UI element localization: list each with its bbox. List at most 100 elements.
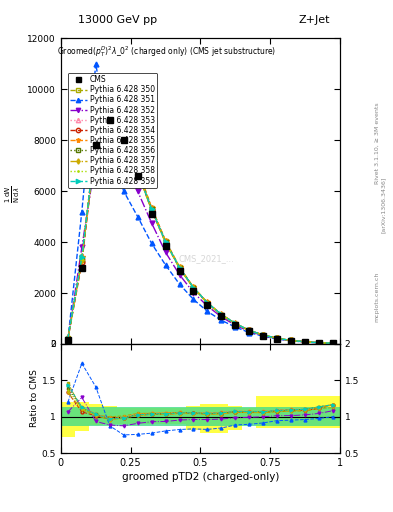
Pythia 6.428 351 (275, 336, 279, 342)
Pythia 6.428 351 (135, 214, 140, 220)
Y-axis label: Ratio to CMS: Ratio to CMS (30, 370, 39, 428)
Pythia 6.428 357 (247, 328, 252, 334)
CMS (163, 243, 168, 249)
Pythia 6.428 353 (107, 122, 112, 128)
Text: [arXiv:1306.3436]: [arXiv:1306.3436] (381, 177, 386, 233)
Pythia 6.428 351 (191, 296, 196, 303)
Pythia 6.428 355 (121, 138, 126, 144)
Pythia 6.428 352 (79, 244, 84, 250)
Pythia 6.428 351 (121, 188, 126, 194)
Pythia 6.428 351 (233, 324, 238, 330)
Pythia 6.428 352 (331, 340, 335, 347)
Pythia 6.428 352 (149, 220, 154, 226)
Pythia 6.428 355 (331, 340, 335, 346)
Pythia 6.428 355 (233, 321, 238, 327)
Line: CMS: CMS (65, 117, 336, 346)
CMS (261, 332, 266, 338)
Pythia 6.428 356 (149, 206, 154, 212)
Line: Pythia 6.428 352: Pythia 6.428 352 (66, 143, 335, 346)
Pythia 6.428 352 (66, 337, 70, 343)
Pythia 6.428 353 (135, 166, 140, 173)
Pythia 6.428 356 (191, 285, 196, 291)
Pythia 6.428 358 (275, 335, 279, 342)
Pythia 6.428 357 (205, 300, 210, 306)
Pythia 6.428 352 (177, 272, 182, 278)
Pythia 6.428 355 (177, 264, 182, 270)
Pythia 6.428 359 (317, 339, 321, 346)
Pythia 6.428 358 (247, 327, 252, 333)
Pythia 6.428 355 (205, 300, 210, 306)
Pythia 6.428 357 (121, 142, 126, 148)
Pythia 6.428 356 (135, 168, 140, 174)
Pythia 6.428 356 (331, 340, 335, 346)
Line: Pythia 6.428 351: Pythia 6.428 351 (66, 61, 335, 346)
Pythia 6.428 358 (79, 256, 84, 262)
Pythia 6.428 356 (163, 239, 168, 245)
Pythia 6.428 356 (275, 335, 279, 342)
Pythia 6.428 355 (191, 284, 196, 290)
Line: Pythia 6.428 354: Pythia 6.428 354 (66, 125, 335, 346)
Pythia 6.428 359 (205, 300, 210, 306)
Pythia 6.428 354 (261, 332, 266, 338)
Pythia 6.428 358 (177, 265, 182, 271)
Text: mcplots.cern.ch: mcplots.cern.ch (375, 272, 380, 322)
Pythia 6.428 353 (191, 284, 196, 290)
Text: CMS_2021_...: CMS_2021_... (178, 254, 234, 263)
Pythia 6.428 353 (149, 205, 154, 211)
CMS (107, 117, 112, 123)
Pythia 6.428 354 (121, 141, 126, 147)
Pythia 6.428 356 (205, 300, 210, 306)
Pythia 6.428 354 (135, 169, 140, 175)
Pythia 6.428 356 (303, 339, 307, 345)
Pythia 6.428 355 (219, 311, 224, 317)
Pythia 6.428 352 (289, 337, 294, 344)
Pythia 6.428 357 (66, 336, 70, 342)
Pythia 6.428 356 (107, 123, 112, 130)
Pythia 6.428 352 (233, 322, 238, 328)
Pythia 6.428 354 (191, 285, 196, 291)
Pythia 6.428 351 (247, 330, 252, 336)
Text: 13000 GeV pp: 13000 GeV pp (78, 14, 158, 25)
Pythia 6.428 354 (219, 312, 224, 318)
CMS (303, 339, 307, 345)
Pythia 6.428 356 (247, 327, 252, 333)
Pythia 6.428 351 (177, 281, 182, 287)
Pythia 6.428 354 (303, 339, 307, 345)
Pythia 6.428 356 (79, 255, 84, 262)
Pythia 6.428 350 (317, 339, 321, 346)
Pythia 6.428 357 (233, 321, 238, 327)
Pythia 6.428 357 (317, 339, 321, 346)
Pythia 6.428 353 (79, 254, 84, 261)
Pythia 6.428 359 (303, 339, 307, 345)
Pythia 6.428 355 (275, 335, 279, 342)
Line: Pythia 6.428 358: Pythia 6.428 358 (66, 126, 334, 345)
CMS (331, 340, 335, 347)
Pythia 6.428 351 (331, 340, 335, 347)
Pythia 6.428 351 (149, 240, 154, 246)
Pythia 6.428 352 (94, 155, 98, 161)
Pythia 6.428 358 (331, 340, 335, 346)
Pythia 6.428 355 (289, 337, 294, 344)
Pythia 6.428 352 (107, 142, 112, 148)
Pythia 6.428 357 (261, 332, 266, 338)
Pythia 6.428 358 (191, 285, 196, 291)
Pythia 6.428 350 (149, 205, 154, 211)
CMS (233, 322, 238, 328)
X-axis label: groomed pTD2 (charged-only): groomed pTD2 (charged-only) (122, 472, 279, 482)
Pythia 6.428 350 (107, 117, 112, 123)
Pythia 6.428 350 (233, 321, 238, 327)
Pythia 6.428 350 (331, 340, 335, 346)
Pythia 6.428 358 (66, 336, 70, 342)
Pythia 6.428 350 (66, 335, 70, 342)
Pythia 6.428 352 (135, 188, 140, 194)
Pythia 6.428 350 (303, 339, 307, 345)
Pythia 6.428 350 (205, 300, 210, 306)
Pythia 6.428 359 (275, 335, 279, 342)
Pythia 6.428 354 (247, 327, 252, 333)
Pythia 6.428 355 (79, 254, 84, 261)
Pythia 6.428 354 (94, 140, 98, 146)
Line: Pythia 6.428 359: Pythia 6.428 359 (66, 124, 335, 346)
Bar (61, 407, 340, 426)
Pythia 6.428 353 (94, 135, 98, 141)
Pythia 6.428 358 (205, 300, 210, 306)
